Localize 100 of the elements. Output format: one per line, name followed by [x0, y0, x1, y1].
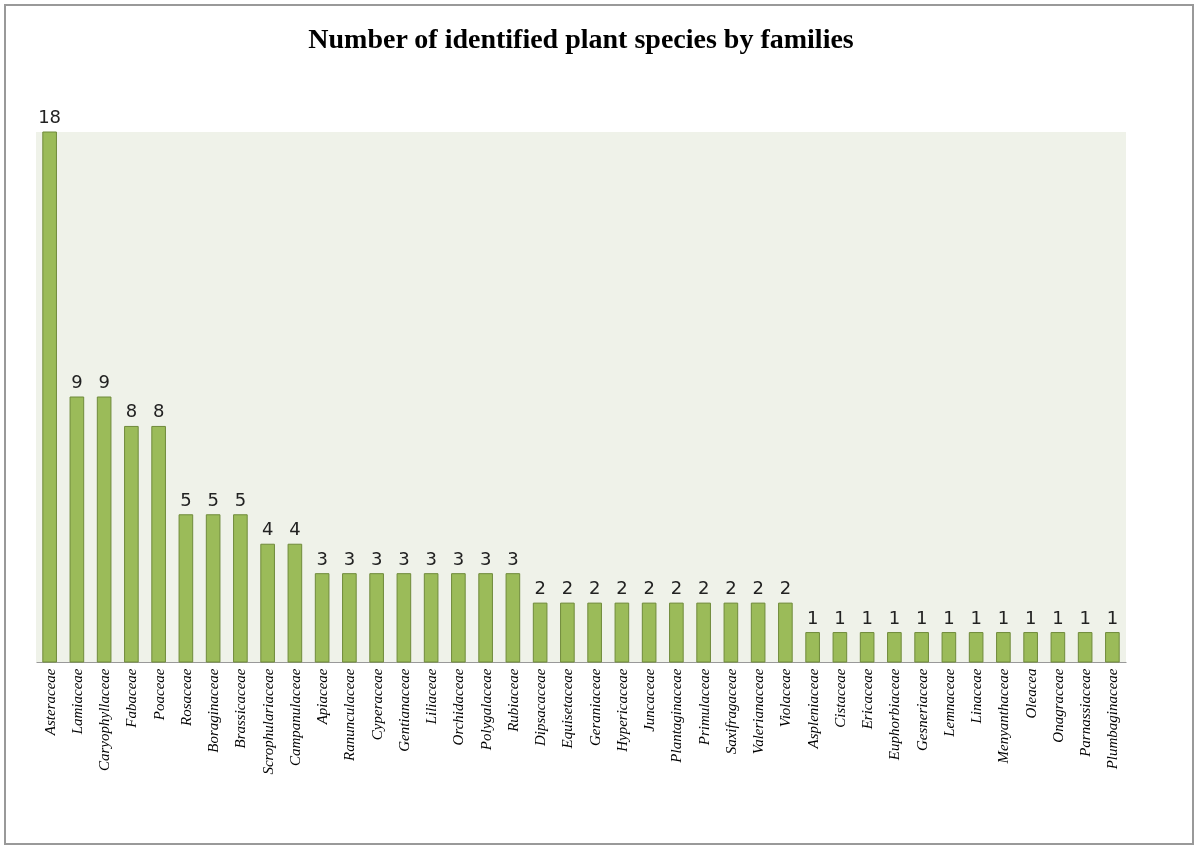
bar [178, 514, 194, 663]
bar [859, 632, 875, 663]
x-tick-label: Scrophulariaceae [259, 668, 276, 775]
bar [287, 543, 303, 663]
data-label: 2 [534, 577, 546, 599]
data-label: 2 [561, 577, 574, 599]
x-tick-label: Gesneriaceae [913, 668, 930, 751]
x-tick-label: Onagraceae [1049, 668, 1066, 743]
x-tick-label: Saxifragaceae [722, 668, 739, 755]
bar [1023, 632, 1038, 663]
data-label: 3 [452, 547, 465, 569]
x-tick-label: Valerianaceae [750, 668, 767, 755]
x-tick-label: Campanulaceae [286, 668, 303, 766]
data-label: 1 [888, 606, 901, 628]
data-label: 5 [180, 488, 192, 510]
bar [1105, 632, 1120, 663]
x-tick-label: Rosaceae [177, 668, 194, 727]
x-tick-label: Euphorbiaceae [886, 668, 903, 762]
x-tick-label: Plantaginaceae [668, 668, 685, 764]
bar [560, 602, 575, 663]
bar [887, 632, 902, 663]
x-tick-label: Boraginaceae [205, 668, 222, 753]
x-tick-label: Orchidaceae [450, 668, 467, 746]
bar [42, 131, 57, 663]
data-label: 8 [125, 400, 138, 422]
data-label: 18 [38, 106, 62, 127]
bar [778, 602, 793, 663]
bar [750, 602, 766, 663]
data-label: 1 [1024, 606, 1037, 628]
x-tick-label: Asteraceae [41, 668, 58, 737]
bar [342, 573, 357, 663]
x-tick-label: Cyperaceae [368, 668, 385, 741]
bar [233, 514, 248, 663]
x-tick-label: Lemnaceae [940, 668, 957, 738]
data-label: 2 [752, 577, 764, 599]
data-label: 4 [261, 518, 274, 540]
bar [723, 602, 739, 663]
x-tick-label: Violaceae [777, 668, 794, 728]
data-label: 1 [970, 606, 982, 628]
x-tick-label: Aspleniaceae [804, 668, 821, 750]
data-label: 1 [861, 606, 873, 628]
x-tick-label: Rubiaceae [504, 668, 521, 733]
data-label: 1 [997, 606, 1010, 628]
x-tick-label: Juncaceae [641, 668, 658, 732]
bar [205, 514, 221, 663]
bar [151, 425, 166, 663]
bar [505, 573, 521, 663]
bar [260, 543, 275, 663]
bar [669, 602, 684, 663]
bar [996, 632, 1011, 663]
data-label: 2 [616, 577, 628, 599]
data-label: 3 [316, 547, 328, 569]
data-label: 4 [289, 518, 301, 540]
data-label: 5 [234, 488, 247, 510]
data-label: 9 [71, 371, 83, 392]
data-label: 2 [643, 577, 655, 599]
data-label: 9 [98, 371, 110, 392]
bar [423, 573, 439, 663]
x-tick-label: Ranunculaceae [341, 668, 358, 762]
x-tick-label: Menyanthaceae [995, 668, 1012, 765]
x-tick-label: Equisetaceae [559, 668, 576, 750]
chart-title: Number of identified plant species by families [308, 23, 854, 54]
bar [396, 573, 412, 663]
x-tick-label: Geraniaceae [586, 668, 603, 746]
bar [1077, 632, 1093, 663]
bar [478, 573, 493, 663]
bar [451, 573, 466, 663]
bar [96, 396, 112, 663]
data-label: 1 [1079, 606, 1091, 628]
data-label: 5 [207, 488, 219, 510]
data-label: 2 [725, 577, 737, 599]
x-tick-label: Lamiaceae [68, 668, 85, 736]
x-tick-label: Liliaceae [423, 668, 440, 726]
x-tick-label: Parnassiaceae [1077, 668, 1094, 758]
bar [941, 632, 957, 663]
bar [369, 573, 384, 663]
bar [914, 632, 929, 663]
data-label: 1 [806, 606, 819, 628]
bar [532, 602, 548, 663]
x-tick-label: Dipsacaceae [532, 668, 549, 747]
bar [314, 573, 330, 663]
x-tick-label: Oleacea [1022, 668, 1039, 719]
data-label: 3 [479, 547, 492, 569]
x-tick-label: Polygalaceae [477, 668, 494, 752]
data-label: 3 [507, 547, 519, 569]
data-label: 1 [943, 606, 955, 628]
bar [69, 396, 85, 663]
data-label: 2 [588, 577, 601, 599]
data-label: 1 [834, 606, 846, 628]
x-tick-label: Fabaceae [123, 668, 140, 729]
x-tick-label: Primulaceae [695, 668, 712, 747]
x-tick-label: Poaceae [150, 668, 167, 722]
bar [968, 632, 984, 663]
bar [124, 425, 139, 663]
bar [587, 602, 602, 663]
x-tick-label: Linaceae [968, 668, 985, 725]
x-tick-label: Apiaceae [314, 668, 331, 726]
data-label: 1 [915, 606, 928, 628]
x-tick-label: Plumbaginaceae [1104, 668, 1121, 771]
data-label: 3 [370, 547, 383, 569]
